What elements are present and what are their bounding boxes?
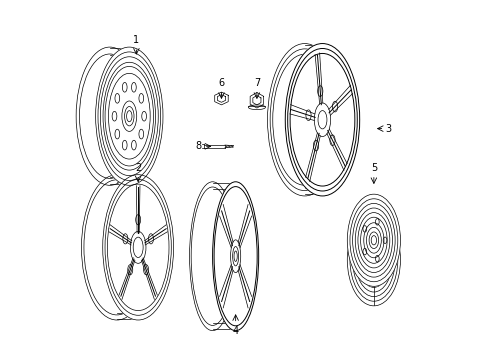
- Ellipse shape: [95, 46, 163, 186]
- Text: 1: 1: [133, 35, 139, 45]
- Text: 4: 4: [232, 326, 238, 336]
- Ellipse shape: [285, 43, 359, 197]
- Text: 6: 6: [218, 77, 224, 87]
- Text: 7: 7: [253, 77, 260, 87]
- Text: 3: 3: [384, 123, 390, 134]
- Ellipse shape: [102, 174, 174, 321]
- Text: 2: 2: [135, 163, 141, 172]
- Text: 8: 8: [195, 141, 201, 151]
- Ellipse shape: [346, 194, 400, 287]
- Ellipse shape: [212, 181, 258, 332]
- Ellipse shape: [133, 237, 143, 257]
- Ellipse shape: [232, 247, 238, 266]
- Text: 5: 5: [370, 163, 376, 172]
- Ellipse shape: [105, 67, 153, 166]
- Ellipse shape: [366, 228, 381, 253]
- Ellipse shape: [124, 107, 134, 126]
- Ellipse shape: [317, 111, 326, 129]
